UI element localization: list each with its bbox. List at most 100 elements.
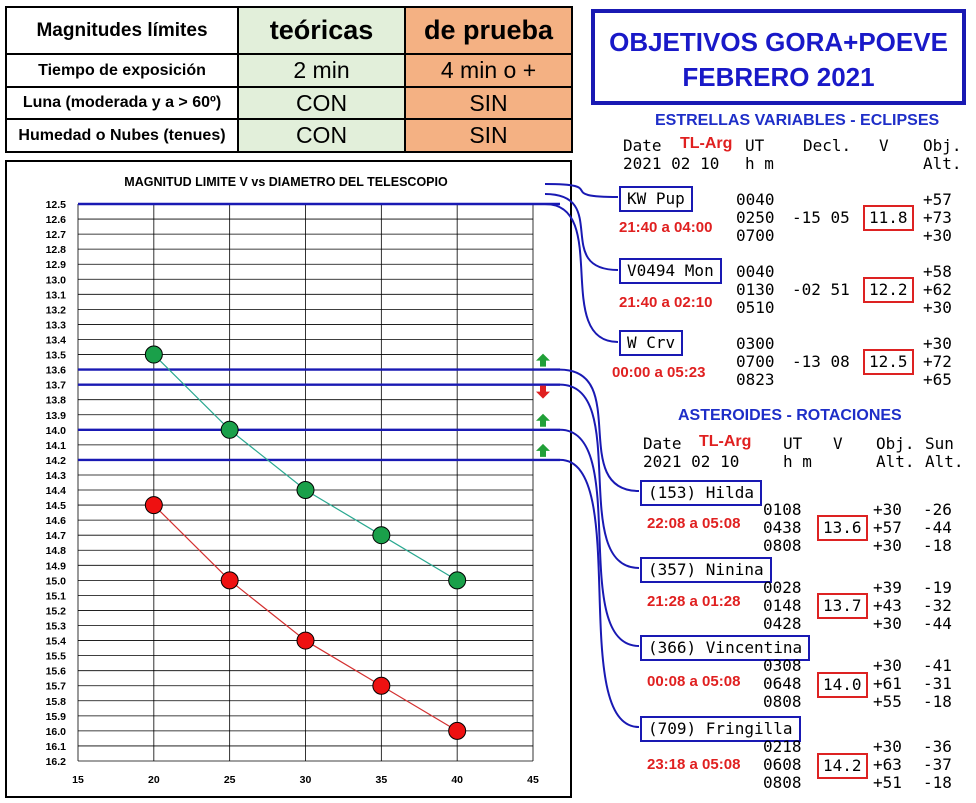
- y-tick-label: 14.0: [46, 425, 67, 437]
- asteroid-ut: 0808: [763, 773, 802, 792]
- header-prueba: de prueba: [406, 8, 571, 55]
- moon-teoricas: CON: [239, 88, 406, 120]
- y-tick-label: 12.9: [46, 259, 67, 271]
- ast-header-hm: h m: [783, 452, 812, 471]
- y-tick-label: 15.1: [46, 590, 67, 602]
- data-point: [144, 345, 163, 364]
- x-tick-label: 20: [148, 774, 160, 786]
- y-tick-label: 14.7: [46, 530, 67, 542]
- y-tick-label: 15.6: [46, 666, 67, 678]
- asteroid-name-box: (709) Fringilla: [640, 716, 801, 742]
- variable-alt: +30: [923, 334, 952, 353]
- variables-heading: ESTRELLAS VARIABLES - ECLIPSES: [655, 112, 940, 129]
- y-tick-label: 14.6: [46, 515, 67, 527]
- asteroid-alt: +55: [873, 692, 902, 711]
- asteroid-name-box: (357) Ninina: [640, 557, 772, 583]
- row-label-moon: Luna (moderada y a > 60º): [7, 88, 239, 120]
- y-tick-label: 13.5: [46, 350, 67, 362]
- row-label-exposure: Tiempo de exposición: [7, 55, 239, 88]
- connector-line: [559, 428, 640, 647]
- asteroid-sun: -26: [923, 500, 952, 519]
- y-tick-label: 15.9: [46, 711, 67, 723]
- asteroids-heading: ASTEROIDES - ROTACIONES: [678, 407, 902, 424]
- y-tick-label: 13.3: [46, 319, 67, 331]
- variable-ut: 0823: [736, 370, 775, 389]
- var-header-decl: Decl.: [803, 136, 852, 155]
- asteroid-alt: +43: [873, 596, 902, 615]
- data-point: [372, 676, 391, 695]
- ast-header-obj: Obj.: [876, 434, 915, 453]
- asteroid-ut: 0428: [763, 614, 802, 633]
- var-header-v: V: [879, 136, 889, 155]
- connector-line: [559, 383, 640, 569]
- x-tick-label: 15: [72, 774, 84, 786]
- y-tick-label: 12.8: [46, 244, 67, 256]
- y-tick-label: 15.5: [46, 651, 67, 663]
- limits-table: Magnitudes límites teóricas de prueba Ti…: [5, 6, 573, 153]
- asteroid-sun: -31: [923, 674, 952, 693]
- asteroid-sun: -32: [923, 596, 952, 615]
- asteroid-sun: -18: [923, 773, 952, 792]
- data-point: [296, 481, 315, 500]
- variable-alt: +65: [923, 370, 952, 389]
- data-point: [448, 571, 467, 590]
- y-tick-label: 12.6: [46, 214, 67, 226]
- title-line-2: FEBRERO 2021: [682, 62, 875, 92]
- asteroid-alt: +30: [873, 737, 902, 756]
- data-point: [372, 526, 391, 545]
- var-header-hm: h m: [745, 154, 774, 173]
- ast-header-sun: Sun: [925, 434, 954, 453]
- connector-line: [559, 458, 640, 728]
- variable-alt: +30: [923, 298, 952, 317]
- variable-ut: 0700: [736, 352, 775, 371]
- variable-decl: -15 05: [792, 208, 850, 227]
- y-tick-label: 15.3: [46, 621, 67, 633]
- var-header-tl: TL-Arg: [680, 135, 733, 152]
- asteroid-sun: -44: [923, 614, 952, 633]
- header-teoricas: teóricas: [239, 8, 406, 55]
- asteroid-alt: +30: [873, 614, 902, 633]
- exposure-teoricas: 2 min: [239, 55, 406, 88]
- asteroid-sun: -37: [923, 755, 952, 774]
- asteroid-alt: +63: [873, 755, 902, 774]
- asteroid-alt: +39: [873, 578, 902, 597]
- x-tick-label: 25: [224, 774, 236, 786]
- variable-ut: 0130: [736, 280, 775, 299]
- variable-alt: +30: [923, 226, 952, 245]
- variable-alt: +57: [923, 190, 952, 209]
- y-tick-label: 14.9: [46, 560, 67, 572]
- var-header-obj: Obj.: [923, 136, 962, 155]
- asteroid-ut: 0438: [763, 518, 802, 537]
- y-tick-label: 16.2: [46, 756, 67, 768]
- variable-ut: 0040: [736, 190, 775, 209]
- title-box: OBJETIVOS GORA+POEVE FEBRERO 2021: [591, 9, 966, 105]
- variable-name-box: V0494 Mon: [619, 258, 722, 284]
- asteroid-mag-box: 14.0: [817, 672, 868, 698]
- variable-mag-box: 12.5: [863, 349, 914, 375]
- variable-ut: 0700: [736, 226, 775, 245]
- asteroid-time: 22:08 a 05:08: [647, 515, 741, 532]
- exposure-prueba: 4 min o +: [406, 55, 571, 88]
- variable-name-box: KW Pup: [619, 186, 693, 212]
- y-tick-label: 13.6: [46, 365, 67, 377]
- y-tick-label: 16.0: [46, 726, 67, 738]
- data-point: [220, 571, 239, 590]
- moon-prueba: SIN: [406, 88, 571, 120]
- asteroid-ut: 0608: [763, 755, 802, 774]
- asteroid-name-box: (366) Vincentina: [640, 635, 811, 661]
- asteroid-ut: 0808: [763, 536, 802, 555]
- header-magnitudes: Magnitudes límites: [7, 8, 239, 55]
- var-header-date: Date: [623, 136, 662, 155]
- asteroid-ut: 0028: [763, 578, 802, 597]
- connector-line: [544, 183, 619, 198]
- y-tick-label: 13.4: [46, 334, 67, 346]
- y-tick-label: 13.0: [46, 274, 67, 286]
- y-tick-label: 14.5: [46, 500, 67, 512]
- var-header-ut: UT: [745, 136, 765, 155]
- asteroid-sun: -41: [923, 656, 952, 675]
- asteroid-sun: -18: [923, 536, 952, 555]
- asteroid-ut: 0218: [763, 737, 802, 756]
- asteroid-ut: 0148: [763, 596, 802, 615]
- asteroid-mag-box: 13.7: [817, 593, 868, 619]
